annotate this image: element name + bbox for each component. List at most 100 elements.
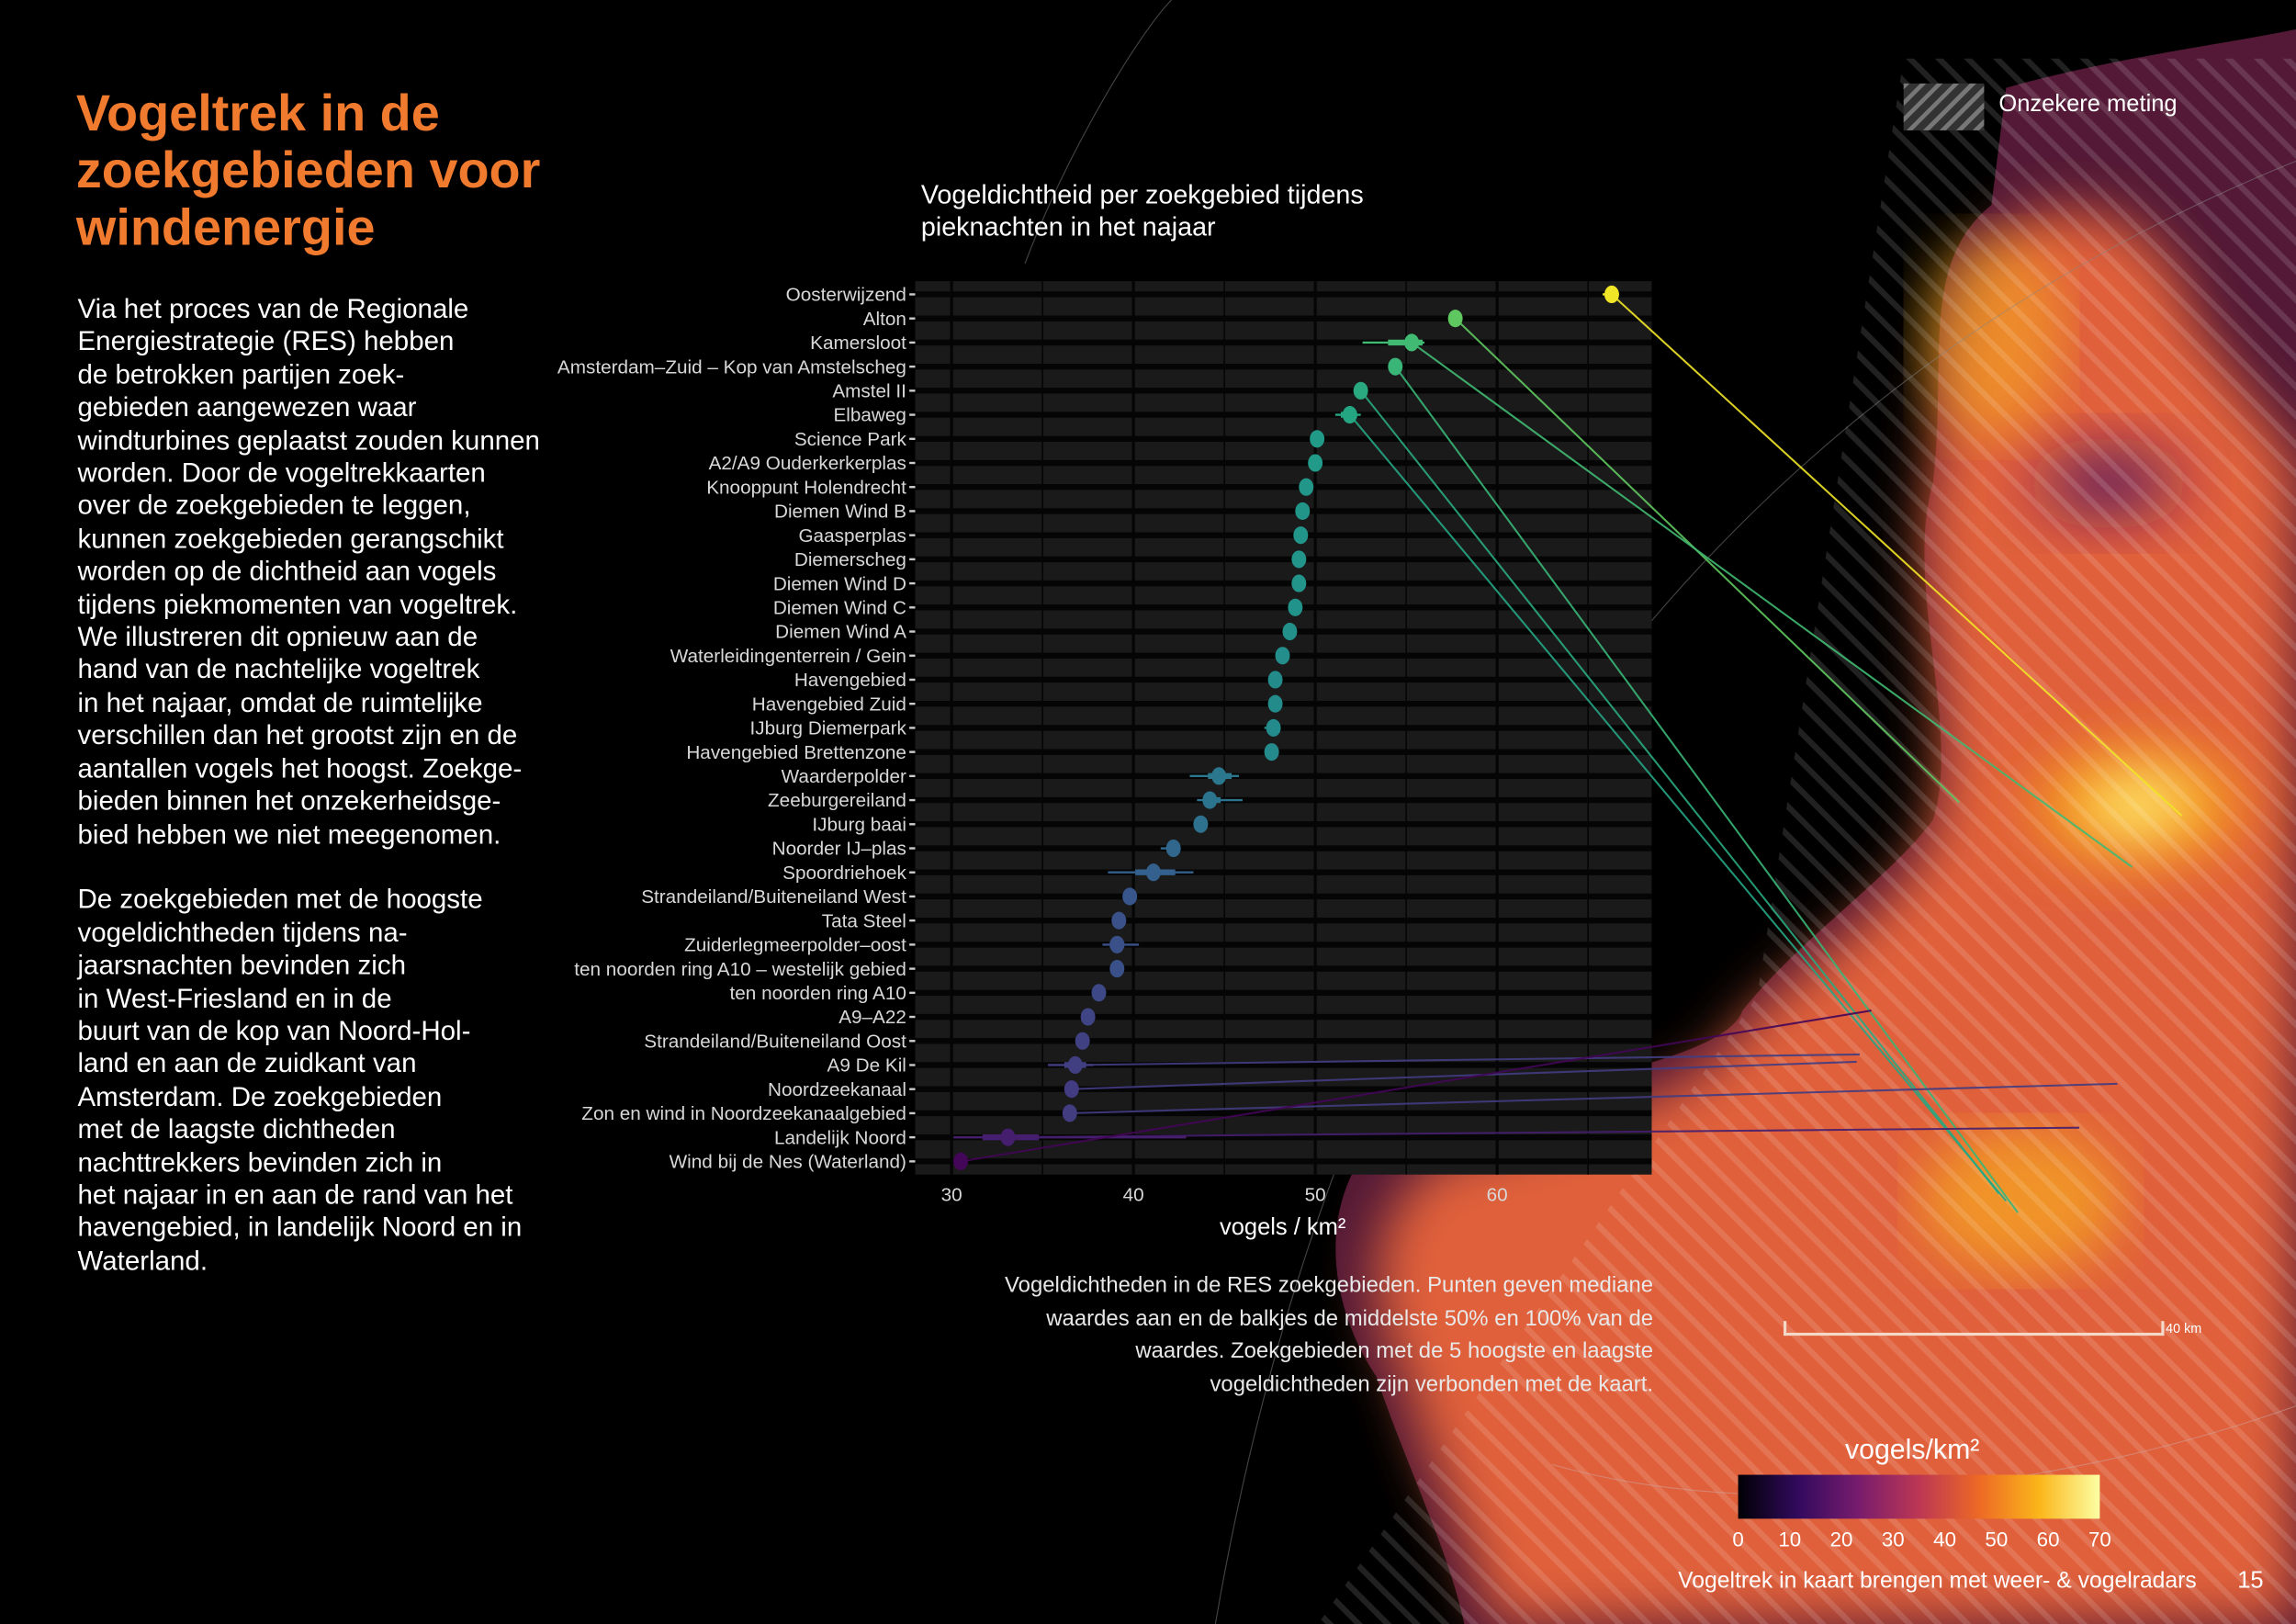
- map-connector-line: [1394, 366, 2019, 1213]
- map-connector-line: [1007, 1126, 2080, 1139]
- median-point: [1067, 1055, 1083, 1075]
- y-tick-label: Havengebied Brettenzone: [686, 742, 906, 763]
- scale-bar: [1783, 1321, 2165, 1336]
- map-connector-line: [1611, 293, 2183, 817]
- y-tick-label: Diemen Wind B: [774, 502, 906, 523]
- median-point: [1266, 718, 1281, 737]
- median-point: [1122, 887, 1138, 906]
- median-point: [1075, 1032, 1090, 1050]
- median-point: [1267, 694, 1283, 713]
- median-point: [1193, 815, 1209, 833]
- y-tick-label: Strandeiland/Buiteneiland West: [641, 886, 906, 908]
- median-point: [953, 1152, 968, 1170]
- median-point: [1202, 791, 1218, 809]
- y-tick-label: Wind bij de Nes (Waterland): [670, 1152, 906, 1173]
- colorbar-tick-label: 60: [2036, 1527, 2060, 1551]
- y-tick-label: Noorder IJ–plas: [772, 839, 906, 860]
- x-tick-label: 30: [941, 1184, 962, 1205]
- map-connector-line: [1411, 342, 2133, 868]
- median-point: [1165, 839, 1181, 858]
- y-tick-label: Amstel II: [832, 381, 906, 402]
- y-tick-label: Diemen Wind A: [775, 622, 906, 643]
- colorbar: [1738, 1474, 2100, 1519]
- median-point: [1293, 526, 1309, 545]
- median-point: [1275, 647, 1290, 665]
- median-point: [1109, 960, 1125, 978]
- y-tick-label: Elbaweg: [833, 405, 906, 426]
- y-tick-label: Diemen Wind C: [773, 597, 906, 618]
- y-tick-label: Gaasperplas: [798, 525, 906, 547]
- median-point: [1310, 430, 1325, 448]
- y-tick-label: Knooppunt Holendrecht: [706, 477, 906, 498]
- y-tick-label: Oosterwijzend: [786, 285, 906, 306]
- y-tick-label: Amsterdam–Zuid – Kop van Amstelscheg: [557, 356, 906, 378]
- y-tick-label: Tata Steel: [822, 910, 906, 931]
- median-point: [1264, 743, 1279, 761]
- page-title: Vogeltrek in de zoekgebieden voor winden…: [75, 85, 541, 257]
- median-point: [1000, 1128, 1016, 1146]
- y-tick-label: Diemen Wind D: [773, 573, 906, 594]
- y-tick-label: Zeeburgereiland: [768, 790, 906, 811]
- median-point: [1211, 767, 1227, 785]
- median-point: [1109, 935, 1125, 953]
- median-point: [1080, 1008, 1096, 1026]
- y-tick-label: Landelijk Noord: [774, 1127, 906, 1148]
- colorbar-tick-label: 20: [1829, 1527, 1853, 1551]
- y-tick-label: Zon en wind in Noordzeekanaalgebied: [581, 1103, 906, 1124]
- y-tick-label: Havengebied: [794, 670, 906, 691]
- median-point: [1299, 478, 1314, 496]
- median-point: [1604, 285, 1619, 304]
- map-connector-line: [1075, 1053, 1860, 1066]
- median-point: [1291, 550, 1307, 569]
- map-connector-line: [1454, 317, 1961, 804]
- y-tick-label: Waarderpolder: [782, 766, 906, 787]
- map-connector-line: [1069, 1082, 2118, 1114]
- median-point: [1145, 863, 1161, 882]
- y-tick-label: A9 De Kil: [827, 1055, 906, 1077]
- median-point: [1447, 310, 1463, 328]
- median-point: [1091, 984, 1107, 1002]
- map-connector-line: [960, 1009, 1872, 1163]
- y-tick-label: Kamersloot: [810, 333, 906, 354]
- x-tick-label: 40: [1123, 1184, 1144, 1205]
- y-tick-label: ten noorden ring A10: [730, 983, 906, 1004]
- colorbar-title: vogels/km²: [1844, 1435, 1980, 1466]
- uncertain-legend-label: Onzekere meting: [1998, 92, 2178, 118]
- y-tick-label: Noordzeekanaal: [768, 1079, 906, 1100]
- colorbar-tick-label: 50: [1985, 1527, 2009, 1551]
- colorbar-tick-label: 70: [2088, 1527, 2111, 1551]
- y-tick-label: Science Park: [794, 429, 907, 450]
- median-point: [1388, 357, 1403, 376]
- y-tick-label: Zuiderlegmeerpolder–oost: [684, 935, 906, 956]
- y-tick-label: Havengebied Zuid: [752, 694, 906, 715]
- colorbar-tick-label: 10: [1778, 1527, 1802, 1551]
- median-point: [1062, 1104, 1077, 1122]
- body-text: Via het proces van de Regionale Energies…: [77, 292, 540, 1276]
- median-point: [1111, 911, 1127, 930]
- page-number: 15: [2237, 1568, 2264, 1594]
- median-point: [1342, 406, 1357, 424]
- x-tick-label: 50: [1305, 1184, 1326, 1205]
- footer-text: Vogeltrek in kaart brengen met weer- & v…: [1678, 1568, 2197, 1594]
- y-tick-label: A2/A9 Ouderkerkerplas: [709, 453, 906, 474]
- map-connector-line: [1071, 1060, 1857, 1090]
- chart-caption: Vogeldichtheden in de RES zoekgebieden. …: [1005, 1272, 1654, 1397]
- y-tick-label: ten noorden ring A10 – westelijk gebied: [574, 959, 906, 980]
- map-connector-line: [1348, 413, 2008, 1202]
- y-tick-label: A9–A22: [838, 1007, 906, 1028]
- colorbar-tick-label: 0: [1732, 1527, 1744, 1551]
- y-tick-label: Strandeiland/Buiteneiland Oost: [644, 1031, 906, 1052]
- median-point: [1288, 598, 1303, 616]
- y-tick-label: Alton: [863, 309, 906, 330]
- uncertain-hatch-swatch: [1903, 83, 1985, 130]
- colorbar-tick-label: 40: [1933, 1527, 1956, 1551]
- y-tick-label: IJburg baai: [812, 814, 906, 835]
- x-axis-label: vogels / km²: [1220, 1214, 1345, 1240]
- median-point: [1404, 333, 1420, 352]
- median-point: [1308, 454, 1323, 472]
- colorbar-tick-label: 30: [1881, 1527, 1905, 1551]
- median-point: [1064, 1080, 1079, 1099]
